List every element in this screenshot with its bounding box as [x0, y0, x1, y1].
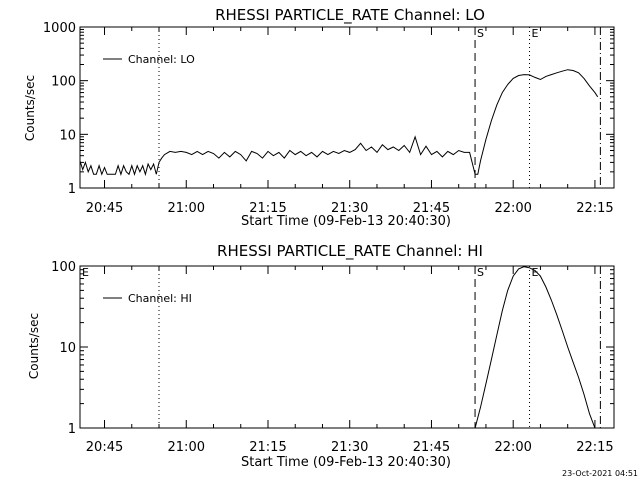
x-tick-label-lo: 21:00 — [168, 201, 205, 216]
panel-hi-legend: Channel: HI — [103, 292, 192, 305]
footer-timestamp: 23-Oct-2021 04:51 — [562, 469, 638, 478]
panel-hi-xlabel: Start Time (09-Feb-13 20:40:30) — [241, 455, 451, 470]
panel-hi-ylabel: Counts/sec — [27, 313, 41, 379]
x-tick-label-lo: 22:00 — [494, 201, 531, 216]
x-tick-label-hi: 21:15 — [249, 440, 286, 455]
panel-hi-title: RHESSI PARTICLE_RATE Channel: HI — [217, 242, 483, 261]
y-tick-label-hi: 10 — [59, 341, 76, 356]
series-line-hi — [474, 266, 596, 429]
series-line-lo — [79, 69, 599, 177]
x-tick-label-hi: 22:15 — [576, 440, 613, 455]
x-tick-label-lo: 21:30 — [331, 201, 368, 216]
y-tick-label-lo: 1 — [68, 182, 76, 197]
panel-lo-title: RHESSI PARTICLE_RATE Channel: LO — [215, 6, 485, 25]
x-tick-label-hi: 21:30 — [331, 440, 368, 455]
legend-label-lo: Channel: LO — [128, 53, 195, 66]
marker-label-hi: S — [477, 266, 484, 279]
panel-lo-legend: Channel: LO — [103, 53, 195, 66]
x-tick-label-lo: 21:45 — [413, 201, 450, 216]
x-tick-label-lo: 20:45 — [86, 201, 123, 216]
x-tick-label-lo: 22:15 — [576, 201, 613, 216]
y-tick-label-hi: 100 — [51, 260, 76, 275]
x-tick-label-hi: 22:00 — [494, 440, 531, 455]
x-tick-label-hi: 20:45 — [86, 440, 123, 455]
plot-frame-lo — [79, 26, 615, 189]
panel-lo-xlabel: Start Time (09-Feb-13 20:40:30) — [241, 214, 451, 229]
panel-lo: RHESSI PARTICLE_RATE Channel: LO Counts/… — [23, 6, 615, 229]
x-tick-label-lo: 21:15 — [249, 201, 286, 216]
y-tick-label-lo: 1000 — [43, 21, 76, 36]
x-tick-label-hi: 21:00 — [168, 440, 205, 455]
y-tick-label-hi: 1 — [68, 422, 76, 437]
panel-hi: RHESSI PARTICLE_RATE Channel: HI Counts/… — [27, 242, 615, 470]
marker-label-lo: S — [477, 27, 484, 40]
y-tick-label-lo: 100 — [51, 75, 76, 90]
panel-lo-ylabel: Counts/sec — [23, 75, 37, 141]
marker-label-lo: E — [532, 27, 539, 40]
legend-label-hi: Channel: HI — [128, 292, 192, 305]
marker-label-hi: E — [82, 266, 89, 279]
marker-label-hi: E — [532, 266, 539, 279]
y-tick-label-lo: 10 — [59, 128, 76, 143]
x-tick-label-hi: 21:45 — [413, 440, 450, 455]
